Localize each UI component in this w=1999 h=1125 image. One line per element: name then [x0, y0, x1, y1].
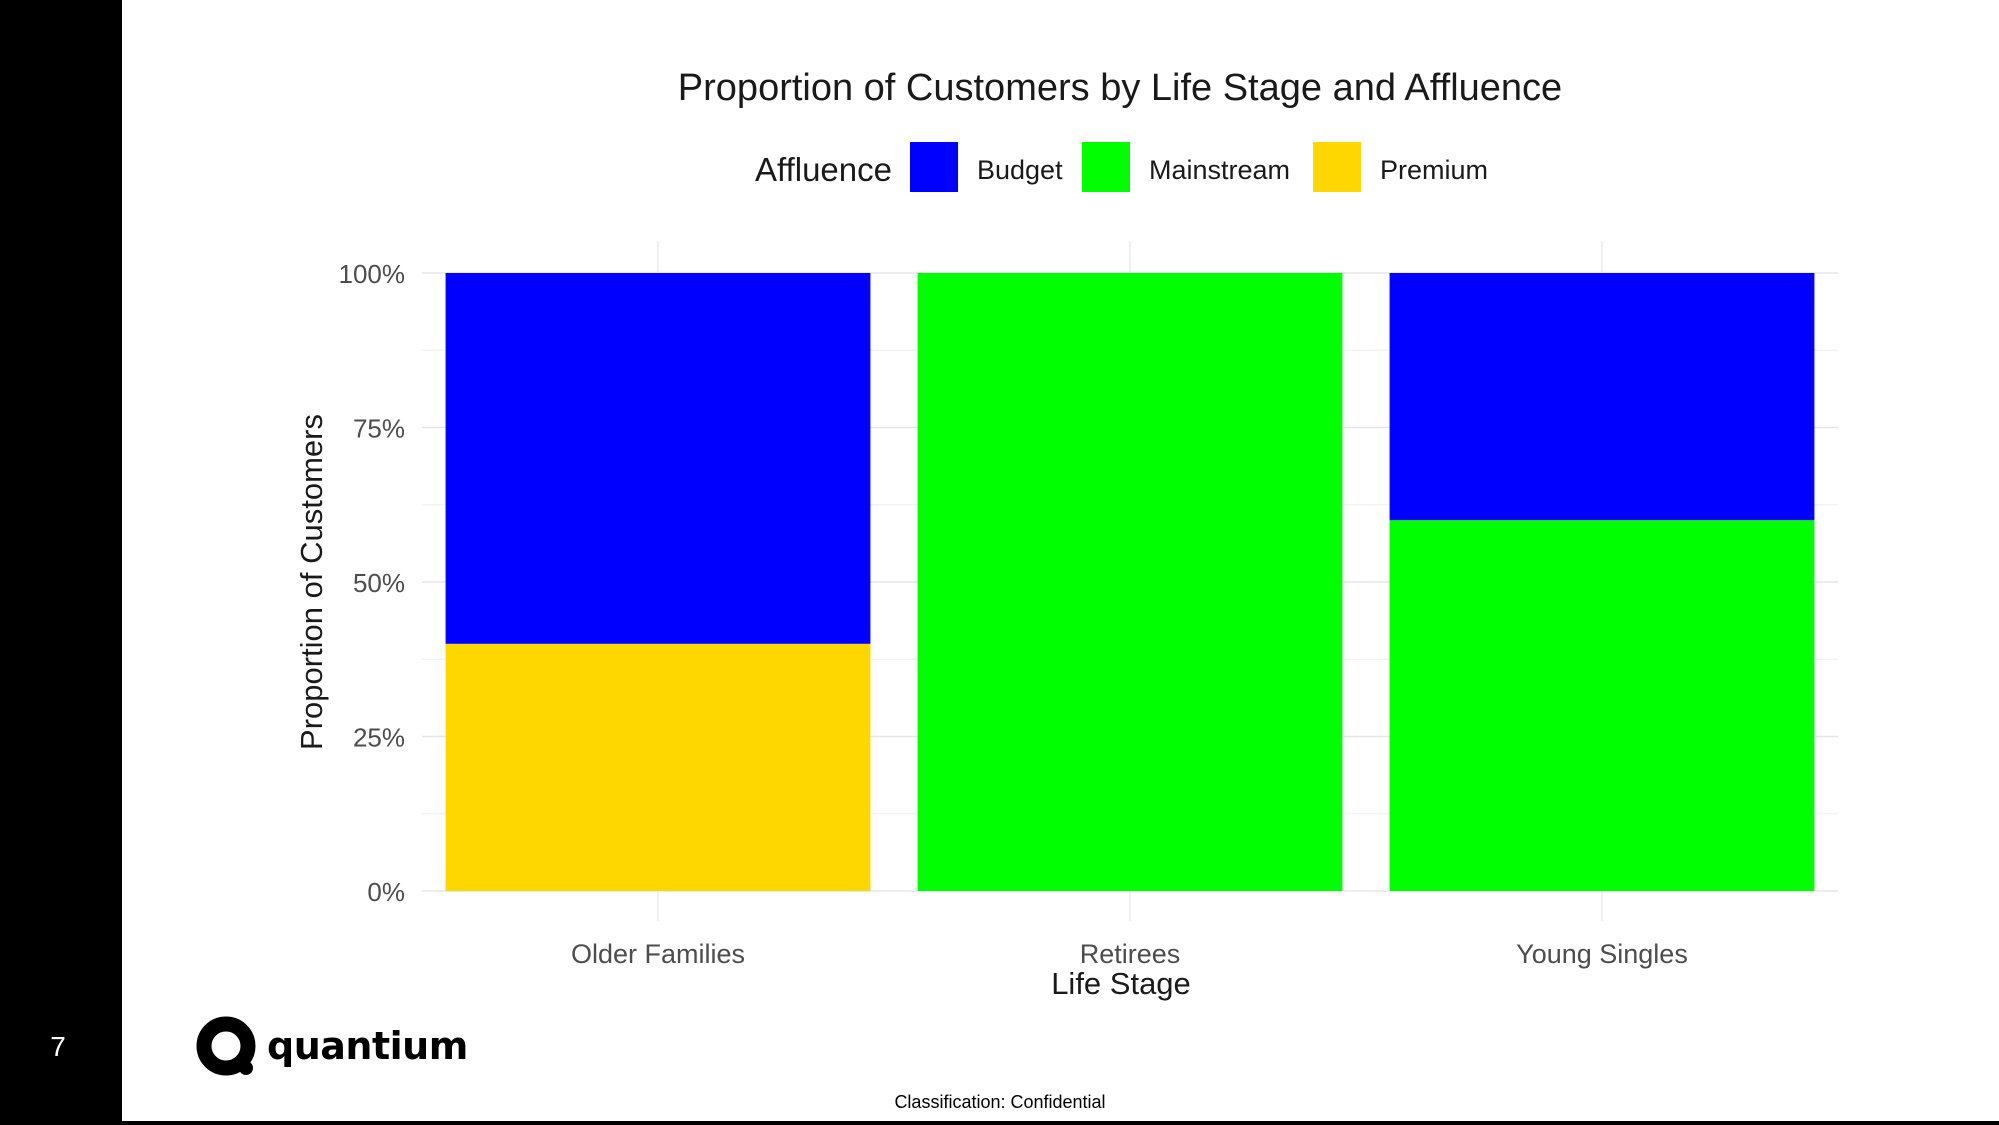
bar-segment-premium	[445, 643, 871, 891]
y-tick-label: 75%	[353, 414, 405, 444]
y-tick-label: 25%	[353, 723, 405, 753]
quantium-logo-icon	[196, 1016, 256, 1076]
bar-segment-mainstream	[917, 273, 1343, 891]
bar-segment-budget	[445, 273, 871, 644]
y-axis-ticks: 0% 25% 50% 75% 100%	[339, 259, 406, 907]
legend-label: Budget	[977, 155, 1063, 185]
legend-title: Affluence	[755, 151, 892, 188]
quantium-logo: quantium	[196, 1016, 468, 1082]
bar-segment-budget	[1389, 273, 1815, 521]
classification-label: Classification: Confidential	[894, 1092, 1106, 1112]
brand-name: quantium	[267, 1024, 468, 1068]
x-tick-label: Young Singles	[1516, 939, 1688, 969]
x-axis-ticks: Older Families Retirees Young Singles	[571, 939, 1688, 969]
legend-key-premium	[1313, 142, 1361, 192]
legend-key-mainstream	[1082, 142, 1130, 192]
stacked-bar-chart: Proportion of Customers by Life Stage an…	[294, 67, 1838, 1001]
slide-sidebar	[0, 0, 122, 1125]
legend-label: Mainstream	[1149, 155, 1290, 185]
y-tick-label: 100%	[339, 259, 406, 289]
legend-key-budget	[910, 142, 958, 192]
chart-title: Proportion of Customers by Life Stage an…	[678, 67, 1562, 109]
legend-label: Premium	[1380, 155, 1488, 185]
y-tick-label: 0%	[367, 877, 405, 907]
legend: Affluence Budget Mainstream Premium	[755, 142, 1488, 192]
bar-segment-mainstream	[1389, 520, 1815, 891]
y-tick-label: 50%	[353, 568, 405, 598]
slide-number: 7	[50, 1031, 66, 1062]
x-axis-label: Life Stage	[1051, 966, 1191, 1001]
x-tick-label: Older Families	[571, 939, 745, 969]
y-axis-label: Proportion of Customers	[294, 414, 329, 750]
bars	[445, 273, 1815, 891]
x-tick-label: Retirees	[1080, 939, 1181, 969]
slide-bottom-rule	[122, 1121, 1999, 1125]
